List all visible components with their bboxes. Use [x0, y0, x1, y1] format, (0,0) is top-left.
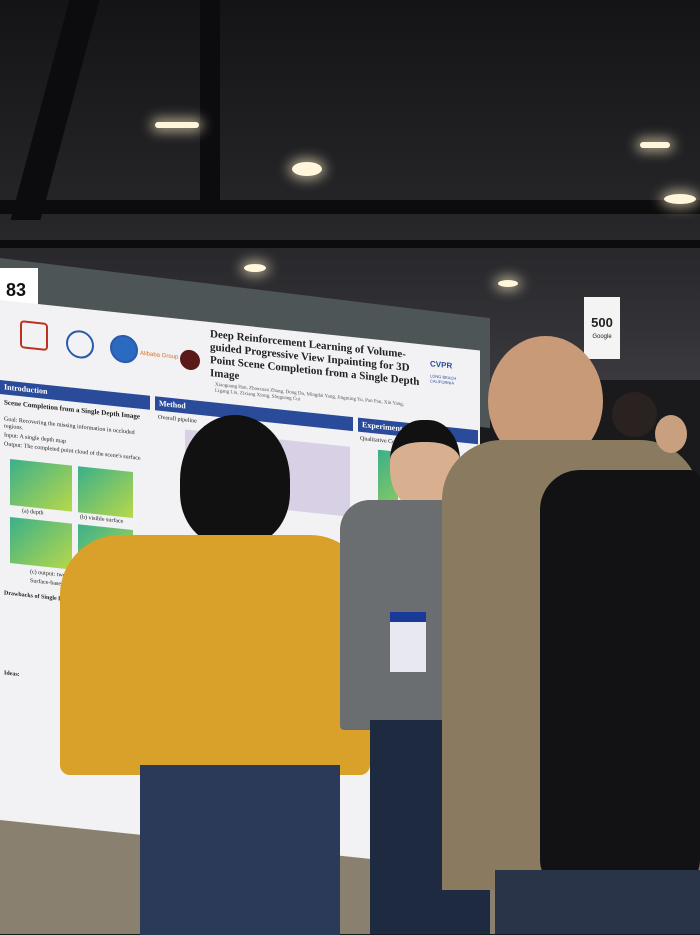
background-person-head — [612, 392, 657, 437]
ceiling-light — [498, 280, 518, 287]
jeans — [495, 870, 700, 934]
output-image — [10, 517, 72, 570]
ceiling-beam — [0, 200, 700, 214]
ceiling-light — [292, 162, 322, 176]
ceiling-beam — [0, 240, 700, 248]
ceiling-light — [155, 122, 199, 128]
alibaba-logo: Alibaba Group — [140, 350, 179, 361]
ceiling-light — [244, 264, 266, 272]
university-crest-logo — [20, 320, 48, 352]
ceiling-light — [640, 142, 670, 148]
black-backpack — [540, 470, 700, 890]
yellow-blouse — [60, 535, 370, 775]
university-seal-logo — [110, 333, 138, 365]
cvpr-logo: CVPR — [430, 359, 453, 371]
name-badge — [390, 612, 426, 672]
aisle-sign: 500 Google — [584, 297, 620, 359]
hair — [180, 415, 290, 545]
ceiling-beam — [10, 0, 100, 220]
aisle-sponsor: Google — [592, 334, 612, 340]
ceiling-light — [664, 194, 696, 204]
depth-image — [10, 459, 72, 512]
visible-surface-image — [78, 466, 133, 518]
background-person-head — [655, 415, 687, 453]
tamu-logo — [180, 348, 200, 372]
university-seal-logo — [66, 328, 94, 360]
denim-skirt — [140, 765, 340, 935]
venue-text: LONG BEACH CALIFORNIA — [430, 373, 457, 386]
aisle-number: 500 — [591, 315, 613, 330]
ceiling-beam — [200, 0, 220, 200]
